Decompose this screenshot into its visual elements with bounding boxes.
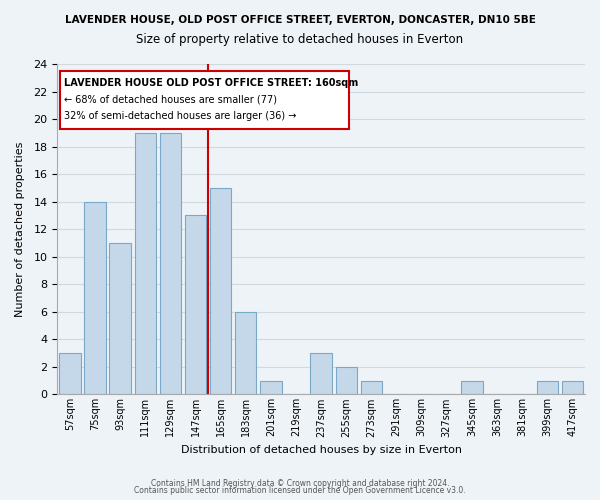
Text: Size of property relative to detached houses in Everton: Size of property relative to detached ho…	[136, 32, 464, 46]
Y-axis label: Number of detached properties: Number of detached properties	[15, 142, 25, 317]
Bar	[260, 380, 281, 394]
Bar	[134, 133, 156, 394]
Bar	[109, 243, 131, 394]
Text: Contains HM Land Registry data © Crown copyright and database right 2024.: Contains HM Land Registry data © Crown c…	[151, 478, 449, 488]
Bar	[310, 353, 332, 395]
Text: LAVENDER HOUSE, OLD POST OFFICE STREET, EVERTON, DONCASTER, DN10 5BE: LAVENDER HOUSE, OLD POST OFFICE STREET, …	[65, 15, 535, 25]
Text: Contains public sector information licensed under the Open Government Licence v3: Contains public sector information licen…	[134, 486, 466, 495]
Bar	[210, 188, 232, 394]
Text: 32% of semi-detached houses are larger (36) →: 32% of semi-detached houses are larger (…	[64, 111, 296, 121]
Bar	[536, 380, 558, 394]
Bar	[335, 367, 357, 394]
Bar	[461, 380, 482, 394]
FancyBboxPatch shape	[60, 71, 349, 128]
Bar	[235, 312, 256, 394]
Bar	[59, 353, 80, 395]
Bar	[85, 202, 106, 394]
Bar	[185, 216, 206, 394]
Text: ← 68% of detached houses are smaller (77): ← 68% of detached houses are smaller (77…	[64, 94, 277, 104]
Text: LAVENDER HOUSE OLD POST OFFICE STREET: 160sqm: LAVENDER HOUSE OLD POST OFFICE STREET: 1…	[64, 78, 358, 88]
X-axis label: Distribution of detached houses by size in Everton: Distribution of detached houses by size …	[181, 445, 461, 455]
Bar	[361, 380, 382, 394]
Bar	[562, 380, 583, 394]
Bar	[160, 133, 181, 394]
